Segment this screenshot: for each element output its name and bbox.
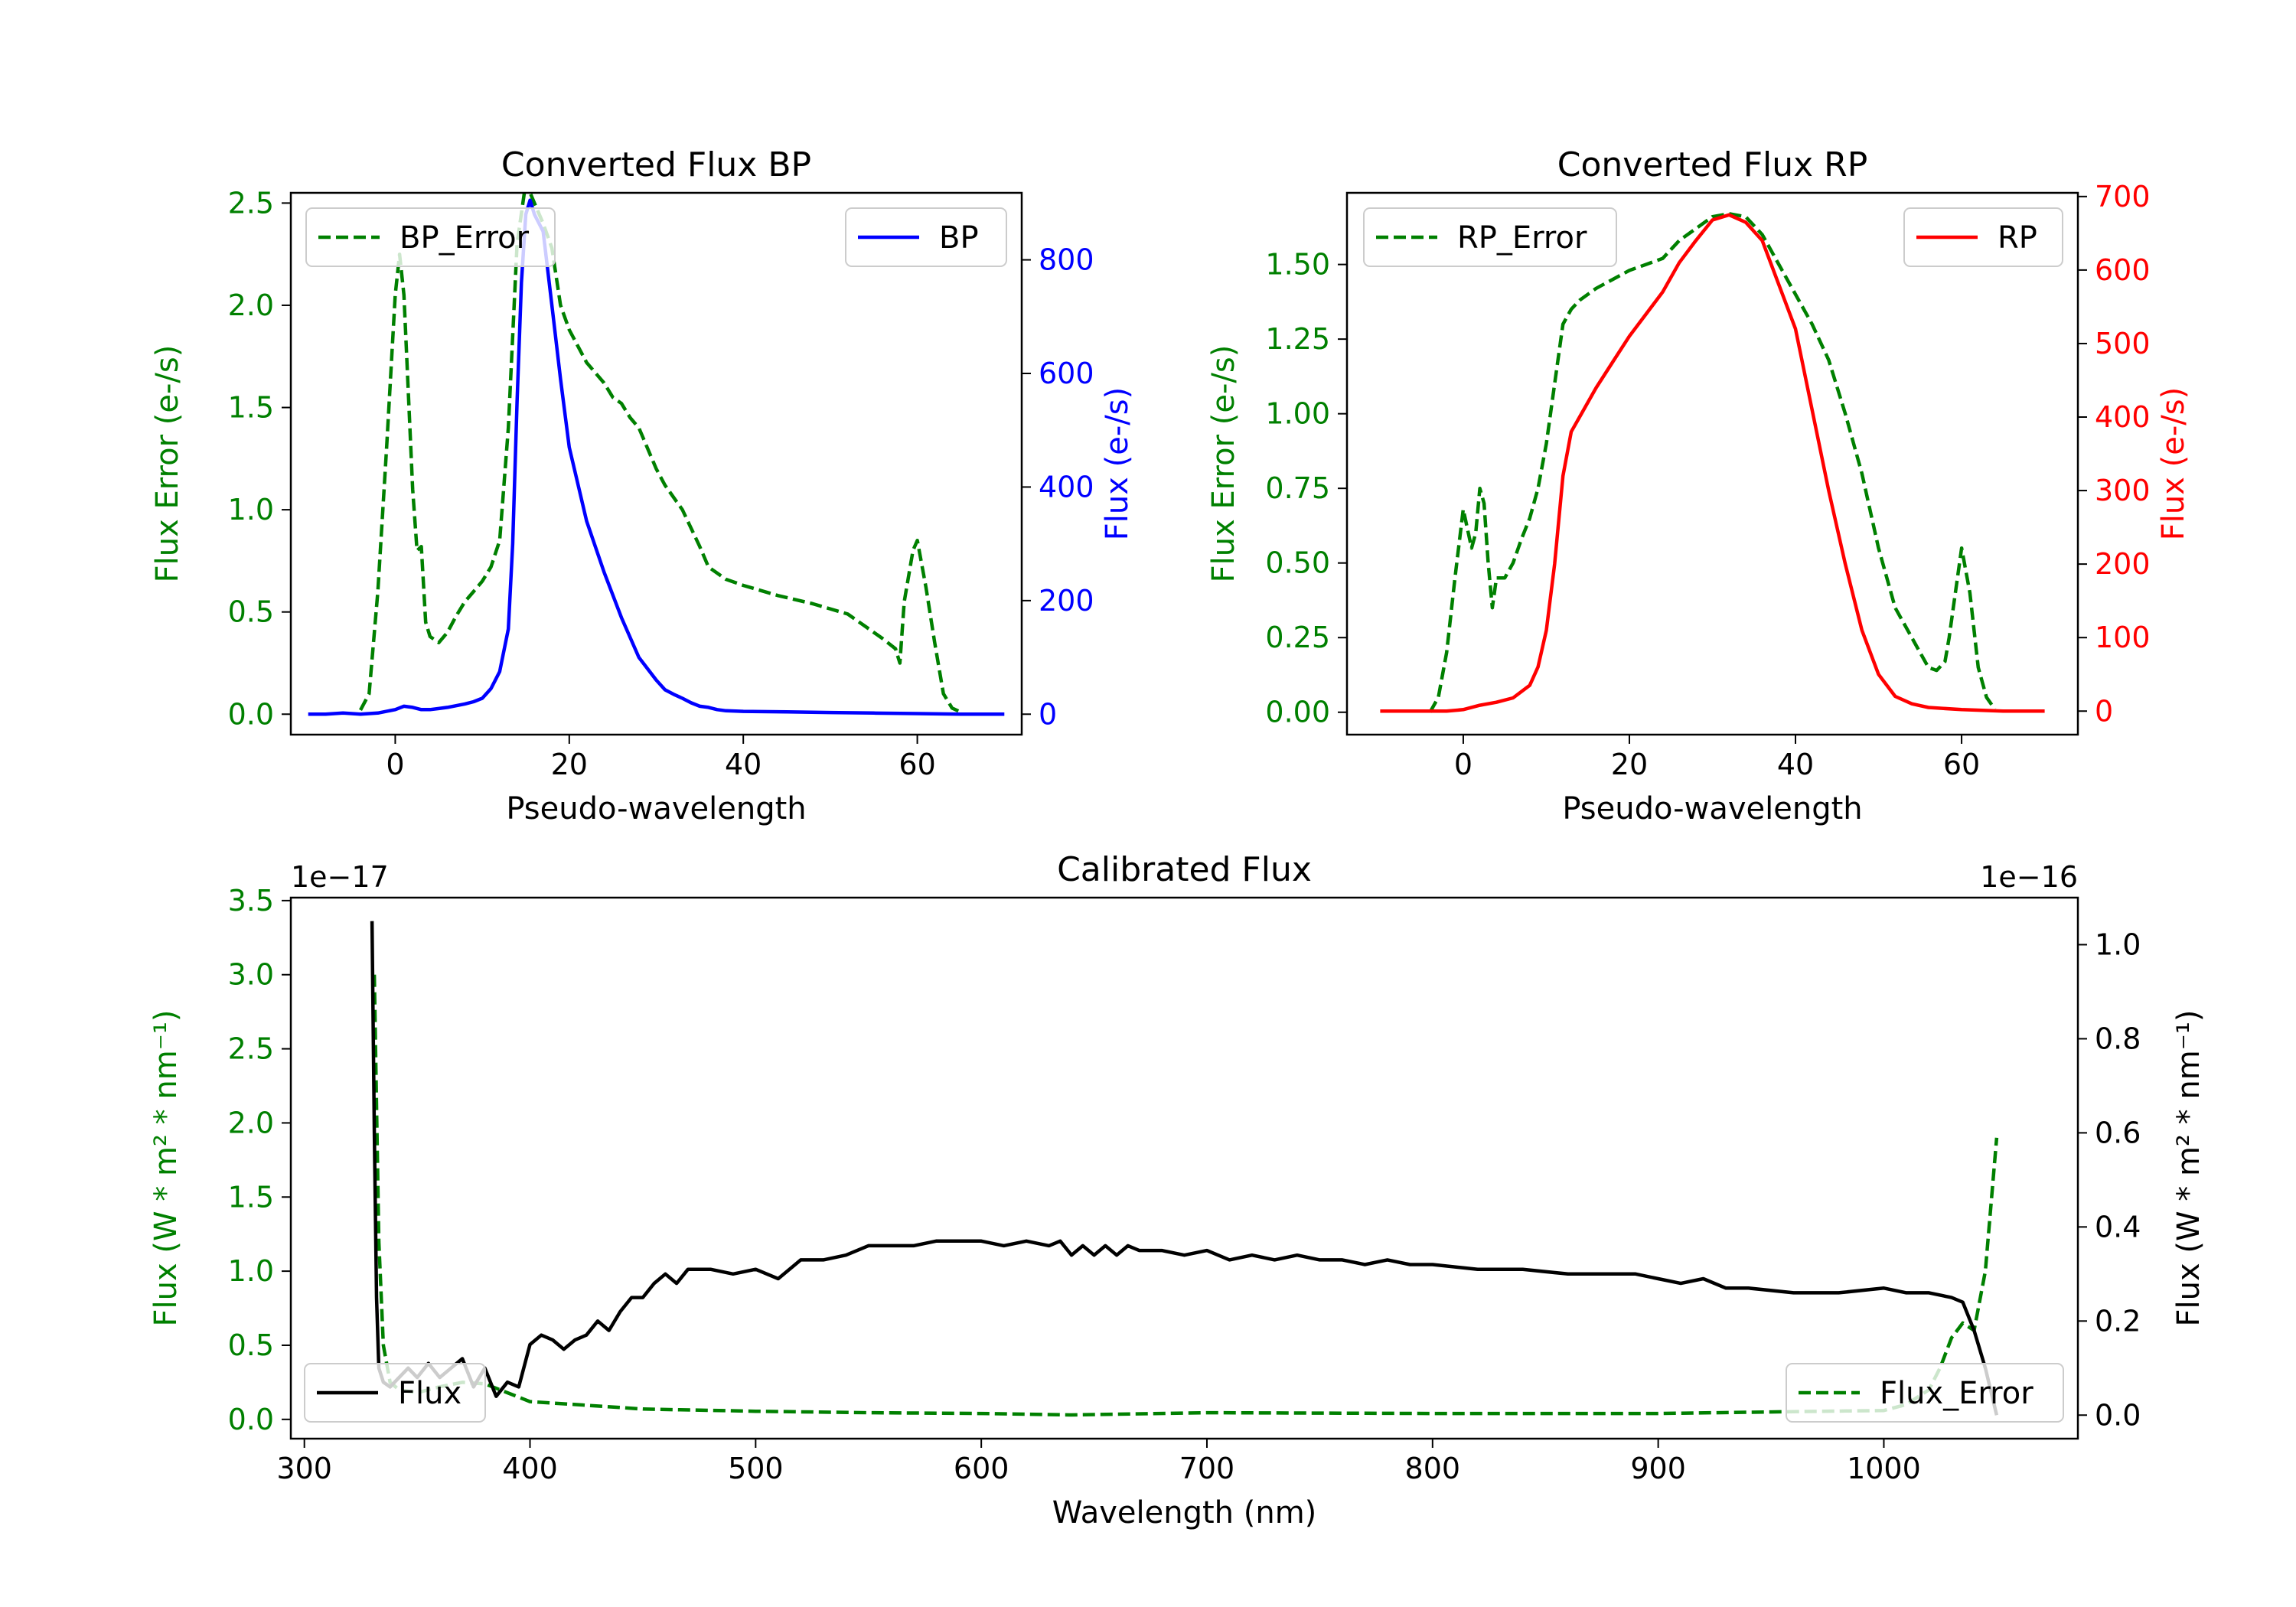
bp-y-left-tick-label: 1.0 <box>228 493 274 526</box>
rp-x-tick-label: 0 <box>1454 748 1473 781</box>
rp-y-right-axis-label: Flux (e-/s) <box>2156 387 2191 540</box>
rp-legend-label: RP <box>1998 220 2037 256</box>
bp-y-right-tick-label: 400 <box>1039 470 1094 504</box>
calibrated-y-right-tick-label: 0.4 <box>2095 1210 2141 1244</box>
calibrated-x-tick-label: 300 <box>276 1452 332 1485</box>
calibrated-y-left-tick-label: 3.0 <box>228 958 274 992</box>
bp-series-bp_error <box>359 193 962 714</box>
rp-y-left-tick-label: 0.75 <box>1265 471 1330 505</box>
bp-y-right-tick-label: 600 <box>1039 357 1094 390</box>
rp-y-right-tick-label: 200 <box>2095 547 2151 581</box>
rp-y-left-tick-label: 0.00 <box>1265 696 1330 729</box>
rp-x-tick-label: 60 <box>1943 748 1980 781</box>
rp-legend-label: RP_Error <box>1457 220 1587 256</box>
rp-axes-frame <box>1345 191 2079 736</box>
rp-y-right-tick-label: 700 <box>2095 180 2151 214</box>
calibrated-y-right-tick-label: 1.0 <box>2095 927 2141 961</box>
rp-y-right-tick-label: 100 <box>2095 621 2151 654</box>
rp-y-right-tick-label: 400 <box>2095 400 2151 434</box>
calibrated-offset-left: 1e−17 <box>291 860 389 894</box>
calibrated-legend-box <box>304 1363 486 1423</box>
bp-y-right-tick-label: 0 <box>1039 697 1057 731</box>
rp-y-left-tick-label: 1.25 <box>1265 322 1330 356</box>
bp-x-tick-label: 40 <box>725 748 762 781</box>
bp-y-left-tick-label: 2.5 <box>228 186 274 220</box>
rp-series-rp_error <box>1428 212 1997 713</box>
calibrated-y-right-tick-label: 0.0 <box>2095 1398 2141 1432</box>
calibrated-y-right-axis-label: Flux (W * m² * nm⁻¹) <box>2171 1010 2206 1327</box>
calibrated-series-flux <box>370 921 1999 1416</box>
rp-x-tick-label: 20 <box>1611 748 1648 781</box>
calibrated-y-left-tick-label: 0.0 <box>228 1403 274 1436</box>
bp-y-left-tick-label: 0.0 <box>228 697 274 731</box>
bp-y-left-tick-label: 1.5 <box>228 391 274 425</box>
rp-title: Converted Flux RP <box>1557 145 1868 184</box>
calibrated-x-tick-label: 500 <box>728 1452 784 1485</box>
bp-y-left-tick-label: 0.5 <box>228 595 274 629</box>
bp-y-right-tick-label: 800 <box>1039 243 1094 277</box>
calibrated-y-left-tick-label: 1.0 <box>228 1254 274 1288</box>
rp-series-rp <box>1380 213 2045 713</box>
bp-x-tick-label: 20 <box>551 748 588 781</box>
calibrated-x-axis-label: Wavelength (nm) <box>1052 1495 1317 1530</box>
bp-x-axis-label: Pseudo-wavelength <box>506 791 806 826</box>
calibrated-y-left-tick-label: 2.0 <box>228 1106 274 1139</box>
rp-y-left-tick-label: 1.50 <box>1265 248 1330 282</box>
calibrated-y-right-tick-label: 0.8 <box>2095 1022 2141 1055</box>
rp-y-right-tick-label: 600 <box>2095 253 2151 287</box>
calibrated-series-flux_error <box>372 974 1999 1417</box>
calibrated-legend-box <box>1786 1363 2064 1423</box>
calibrated-axes-frame <box>289 896 2079 1440</box>
bp-y-right-tick-label: 200 <box>1039 584 1094 618</box>
bp-x-tick-label: 60 <box>899 748 935 781</box>
calibrated-y-left-tick-label: 1.5 <box>228 1180 274 1214</box>
bp-legend-box <box>845 207 1007 267</box>
calibrated-y-right-tick-label: 0.6 <box>2095 1116 2141 1149</box>
bp-y-left-axis-label: Flux Error (e-/s) <box>150 345 185 583</box>
rp-y-left-tick-label: 0.50 <box>1265 546 1330 580</box>
calibrated-x-tick-label: 700 <box>1179 1452 1235 1485</box>
bp-x-tick-label: 0 <box>386 748 404 781</box>
rp-x-axis-label: Pseudo-wavelength <box>1562 791 1862 826</box>
rp-legend-box <box>1903 207 2063 267</box>
rp-legend-box <box>1363 207 1617 267</box>
calibrated-x-tick-label: 900 <box>1630 1452 1686 1485</box>
bp-title: Converted Flux BP <box>501 145 811 184</box>
rp-y-right-tick-label: 500 <box>2095 327 2151 360</box>
calibrated-y-left-axis-label: Flux (W * m² * nm⁻¹) <box>148 1010 184 1327</box>
bp-legend-label: BP_Error <box>400 220 530 256</box>
rp-y-right-tick-label: 300 <box>2095 474 2151 507</box>
calibrated-title: Calibrated Flux <box>1057 850 1312 889</box>
calibrated-x-tick-label: 400 <box>502 1452 558 1485</box>
rp-y-left-tick-label: 0.25 <box>1265 621 1330 654</box>
calibrated-x-tick-label: 800 <box>1405 1452 1461 1485</box>
rp-x-tick-label: 40 <box>1777 748 1814 781</box>
rp-y-right-tick-label: 0 <box>2095 694 2113 728</box>
bp-legend-label: BP <box>939 220 979 256</box>
calibrated-legend-label: Flux_Error <box>1880 1376 2033 1411</box>
calibrated-legend-label: Flux <box>398 1376 461 1411</box>
calibrated-y-left-tick-label: 2.5 <box>228 1032 274 1066</box>
bp-y-left-tick-label: 2.0 <box>228 288 274 322</box>
calibrated-offset-right: 1e−16 <box>1980 860 2078 894</box>
rp-y-left-axis-label: Flux Error (e-/s) <box>1206 345 1241 583</box>
calibrated-y-left-tick-label: 3.5 <box>228 884 274 918</box>
calibrated-x-tick-label: 1000 <box>1847 1452 1921 1485</box>
rp-y-left-tick-label: 1.00 <box>1265 397 1330 431</box>
bp-axes-frame <box>289 191 1023 736</box>
bp-legend-box <box>305 207 556 267</box>
bp-y-right-axis-label: Flux (e-/s) <box>1100 387 1135 540</box>
calibrated-x-tick-label: 600 <box>954 1452 1009 1485</box>
calibrated-y-right-tick-label: 0.2 <box>2095 1304 2141 1338</box>
calibrated-y-left-tick-label: 0.5 <box>228 1328 274 1362</box>
